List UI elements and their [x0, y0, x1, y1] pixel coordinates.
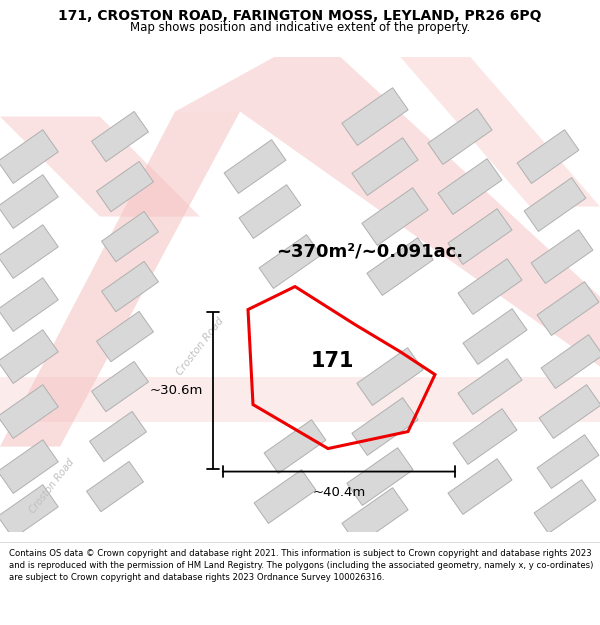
Polygon shape [357, 348, 423, 406]
Polygon shape [86, 461, 143, 512]
Polygon shape [97, 161, 154, 212]
Polygon shape [101, 211, 158, 262]
Polygon shape [458, 359, 522, 414]
Polygon shape [517, 130, 579, 183]
Polygon shape [438, 159, 502, 214]
Text: Contains OS data © Crown copyright and database right 2021. This information is : Contains OS data © Crown copyright and d… [9, 549, 593, 582]
Polygon shape [0, 111, 240, 446]
Polygon shape [352, 138, 418, 196]
Text: Croston Road: Croston Road [175, 316, 226, 378]
Polygon shape [0, 376, 600, 421]
Polygon shape [428, 109, 492, 164]
Text: ~370m²/~0.091ac.: ~370m²/~0.091ac. [277, 242, 464, 261]
Polygon shape [264, 420, 326, 473]
Polygon shape [0, 116, 200, 216]
Polygon shape [97, 311, 154, 362]
Polygon shape [0, 278, 58, 331]
Polygon shape [458, 259, 522, 314]
Polygon shape [347, 448, 413, 506]
Text: 171: 171 [311, 351, 354, 371]
Polygon shape [0, 485, 58, 538]
Polygon shape [89, 411, 146, 462]
Polygon shape [539, 385, 600, 438]
Polygon shape [524, 177, 586, 231]
Polygon shape [259, 235, 321, 288]
Polygon shape [0, 330, 58, 383]
Polygon shape [531, 230, 593, 283]
Polygon shape [239, 185, 301, 238]
Polygon shape [224, 140, 286, 193]
Text: ~40.4m: ~40.4m [313, 486, 365, 499]
Polygon shape [448, 459, 512, 514]
Polygon shape [254, 470, 316, 523]
Polygon shape [92, 111, 148, 162]
Polygon shape [0, 130, 58, 183]
Polygon shape [463, 309, 527, 364]
Polygon shape [0, 175, 58, 228]
Polygon shape [534, 480, 596, 533]
Text: Croston Road: Croston Road [28, 458, 76, 516]
Polygon shape [537, 435, 599, 488]
Text: Map shows position and indicative extent of the property.: Map shows position and indicative extent… [130, 21, 470, 34]
Polygon shape [175, 56, 600, 366]
Polygon shape [342, 88, 408, 146]
Polygon shape [101, 261, 158, 312]
Polygon shape [448, 209, 512, 264]
Polygon shape [0, 225, 58, 278]
Polygon shape [400, 56, 600, 206]
Text: ~30.6m: ~30.6m [149, 384, 203, 397]
Polygon shape [537, 282, 599, 336]
Polygon shape [342, 488, 408, 546]
Text: 171, CROSTON ROAD, FARINGTON MOSS, LEYLAND, PR26 6PQ: 171, CROSTON ROAD, FARINGTON MOSS, LEYLA… [58, 9, 542, 24]
Polygon shape [541, 335, 600, 388]
Polygon shape [367, 238, 433, 296]
Polygon shape [352, 398, 418, 456]
Polygon shape [0, 440, 58, 493]
Polygon shape [92, 361, 148, 412]
Polygon shape [0, 385, 58, 438]
Polygon shape [453, 409, 517, 464]
Polygon shape [362, 188, 428, 246]
